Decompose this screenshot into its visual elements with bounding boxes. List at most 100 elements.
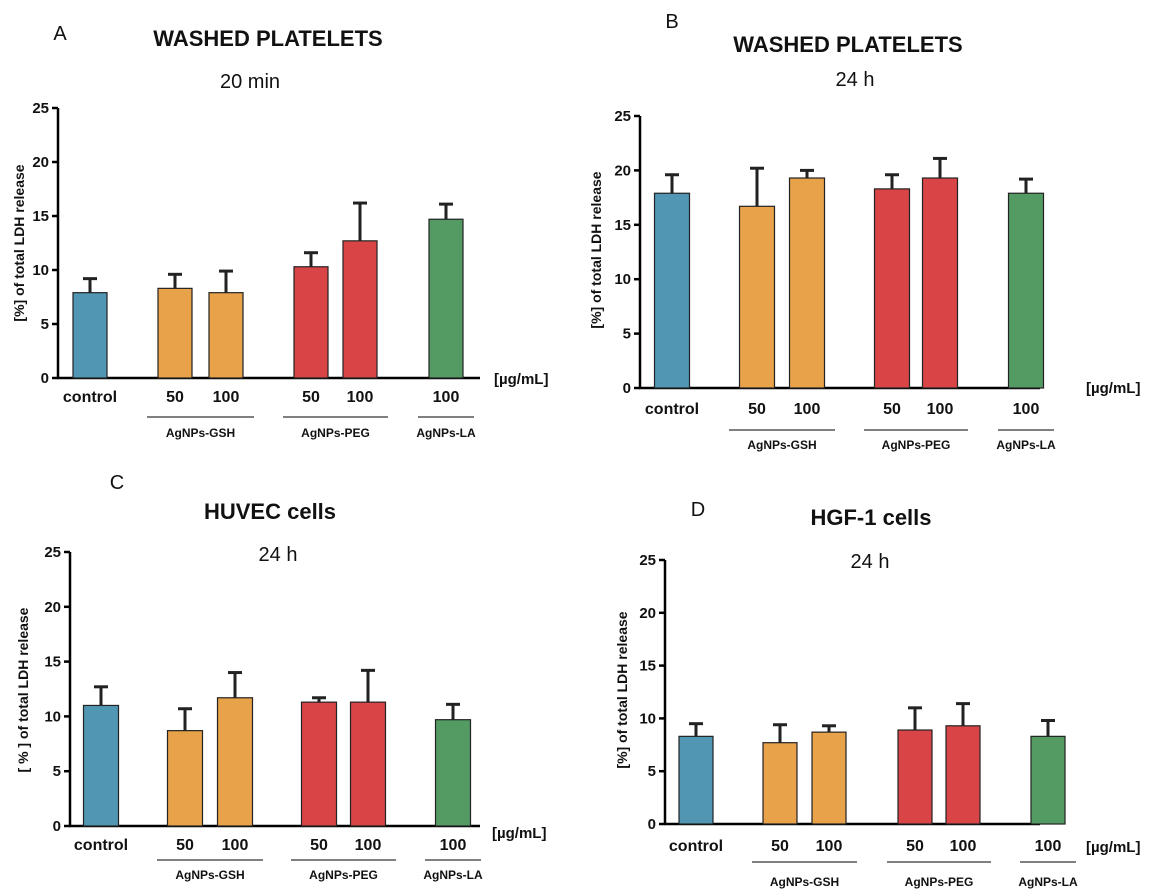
panel-letter: C	[110, 472, 124, 494]
bar-peg	[293, 266, 329, 379]
y-tick-label: 10	[32, 262, 49, 279]
y-tick-label: 25	[32, 100, 49, 117]
category-label: 50	[176, 837, 194, 854]
unit-label: [µg/mL]	[492, 825, 546, 842]
category-label: 50	[302, 389, 320, 406]
bar-peg	[342, 240, 378, 379]
y-tick-label: 20	[32, 154, 49, 171]
bar-gsh	[208, 292, 244, 379]
bar-gsh	[811, 731, 847, 825]
category-label: 100	[816, 838, 843, 855]
category-label: control	[645, 401, 699, 418]
chart-subtitle: 24 h	[836, 69, 875, 91]
y-tick-label: 0	[648, 816, 656, 833]
y-tick-label: 10	[639, 710, 656, 727]
bar-gsh	[738, 205, 776, 389]
group-label: AgNPs-LA	[416, 426, 476, 440]
bar-control	[653, 192, 691, 389]
bar-peg	[349, 701, 387, 827]
y-tick-label: 5	[623, 326, 631, 343]
y-tick-label: 15	[32, 208, 49, 225]
chart-panel-b: B WASHED PLATELETS 24 h [%] of total LDH re…	[588, 11, 1140, 452]
y-tick-label: 0	[41, 370, 49, 387]
chart-title: HUVEC cells	[204, 499, 336, 524]
category-label: 50	[883, 401, 901, 418]
bar-control	[82, 704, 120, 827]
category-label: 100	[440, 837, 467, 854]
chart-subtitle: 24 h	[851, 551, 890, 573]
category-label: 50	[166, 389, 184, 406]
y-axis-label: [%] of total LDH release	[588, 171, 604, 328]
y-tick-label: 5	[53, 763, 61, 780]
category-label: 50	[771, 838, 789, 855]
y-axis-label: [%] of total LDH release	[11, 164, 27, 321]
y-tick-label: 25	[639, 552, 656, 569]
chart-title: WASHED PLATELETS	[733, 32, 962, 57]
category-label: 100	[794, 401, 821, 418]
group-label: AgNPs-LA	[1018, 875, 1078, 889]
y-axis-label: [%] of total LDH release	[614, 611, 630, 768]
bar-gsh	[762, 742, 798, 825]
bar-gsh	[166, 730, 204, 827]
category-label: 100	[355, 837, 382, 854]
y-tick-label: 20	[44, 599, 61, 616]
bar-la	[1030, 735, 1066, 825]
group-label: AgNPs-PEG	[309, 868, 378, 882]
y-tick-label: 0	[53, 818, 61, 835]
group-label: AgNPs-PEG	[905, 875, 974, 889]
group-label: AgNPs-GSH	[747, 438, 816, 452]
category-label: 100	[222, 837, 249, 854]
bar-peg	[300, 701, 338, 827]
bar-peg	[921, 177, 959, 389]
group-label: AgNPs-GSH	[166, 426, 235, 440]
category-label: control	[669, 838, 723, 855]
y-tick-label: 25	[44, 544, 61, 561]
y-tick-label: 25	[614, 108, 631, 125]
chart-title: WASHED PLATELETS	[153, 26, 382, 51]
category-label: 100	[347, 389, 374, 406]
panel-letter: A	[53, 23, 67, 45]
panel-letter: D	[691, 499, 705, 521]
bar-control	[678, 735, 714, 825]
bar-peg	[873, 188, 911, 389]
category-label: control	[63, 389, 117, 406]
bar-la	[1007, 192, 1045, 389]
chart-title: HGF-1 cells	[810, 505, 931, 530]
category-label: 100	[1013, 401, 1040, 418]
y-tick-label: 10	[614, 271, 631, 288]
y-tick-label: 5	[41, 316, 49, 333]
chart-subtitle: 24 h	[259, 544, 298, 566]
y-tick-label: 15	[614, 217, 631, 234]
group-label: AgNPs-LA	[423, 868, 483, 882]
category-label: 100	[433, 389, 460, 406]
unit-label: [µg/mL]	[1086, 380, 1140, 397]
chart-panel-d: D HGF-1 cells 24 h [%] of total LDH release…	[614, 499, 1140, 889]
panel-letter: B	[665, 11, 678, 33]
unit-label: [µg/mL]	[494, 371, 548, 388]
category-label: 50	[906, 838, 924, 855]
bar-control	[72, 292, 108, 379]
bar-gsh	[788, 177, 826, 389]
unit-label: [µg/mL]	[1086, 839, 1140, 856]
category-label: 100	[927, 401, 954, 418]
bar-peg	[945, 725, 981, 825]
category-label: 100	[950, 838, 977, 855]
bar-peg	[897, 729, 933, 825]
y-tick-label: 20	[639, 605, 656, 622]
y-tick-label: 20	[614, 162, 631, 179]
y-tick-label: 0	[623, 380, 631, 397]
category-label: 100	[213, 389, 240, 406]
y-tick-label: 15	[44, 654, 61, 671]
chart-panel-c: C HUVEC cells 24 h [ % ] of total LDH relea…	[15, 472, 546, 882]
chart-subtitle: 20 min	[220, 71, 280, 93]
group-label: AgNPs-GSH	[175, 868, 244, 882]
category-label: 100	[1035, 838, 1062, 855]
group-label: AgNPs-LA	[996, 438, 1056, 452]
chart-panel-a: A WASHED PLATELETS 20 min [%] of total LDH …	[11, 23, 548, 440]
group-label: AgNPs-GSH	[770, 875, 839, 889]
y-tick-label: 15	[639, 658, 656, 675]
category-label: control	[74, 837, 128, 854]
bar-gsh	[157, 287, 193, 379]
y-axis-label: [ % ] of total LDH release	[15, 607, 31, 772]
